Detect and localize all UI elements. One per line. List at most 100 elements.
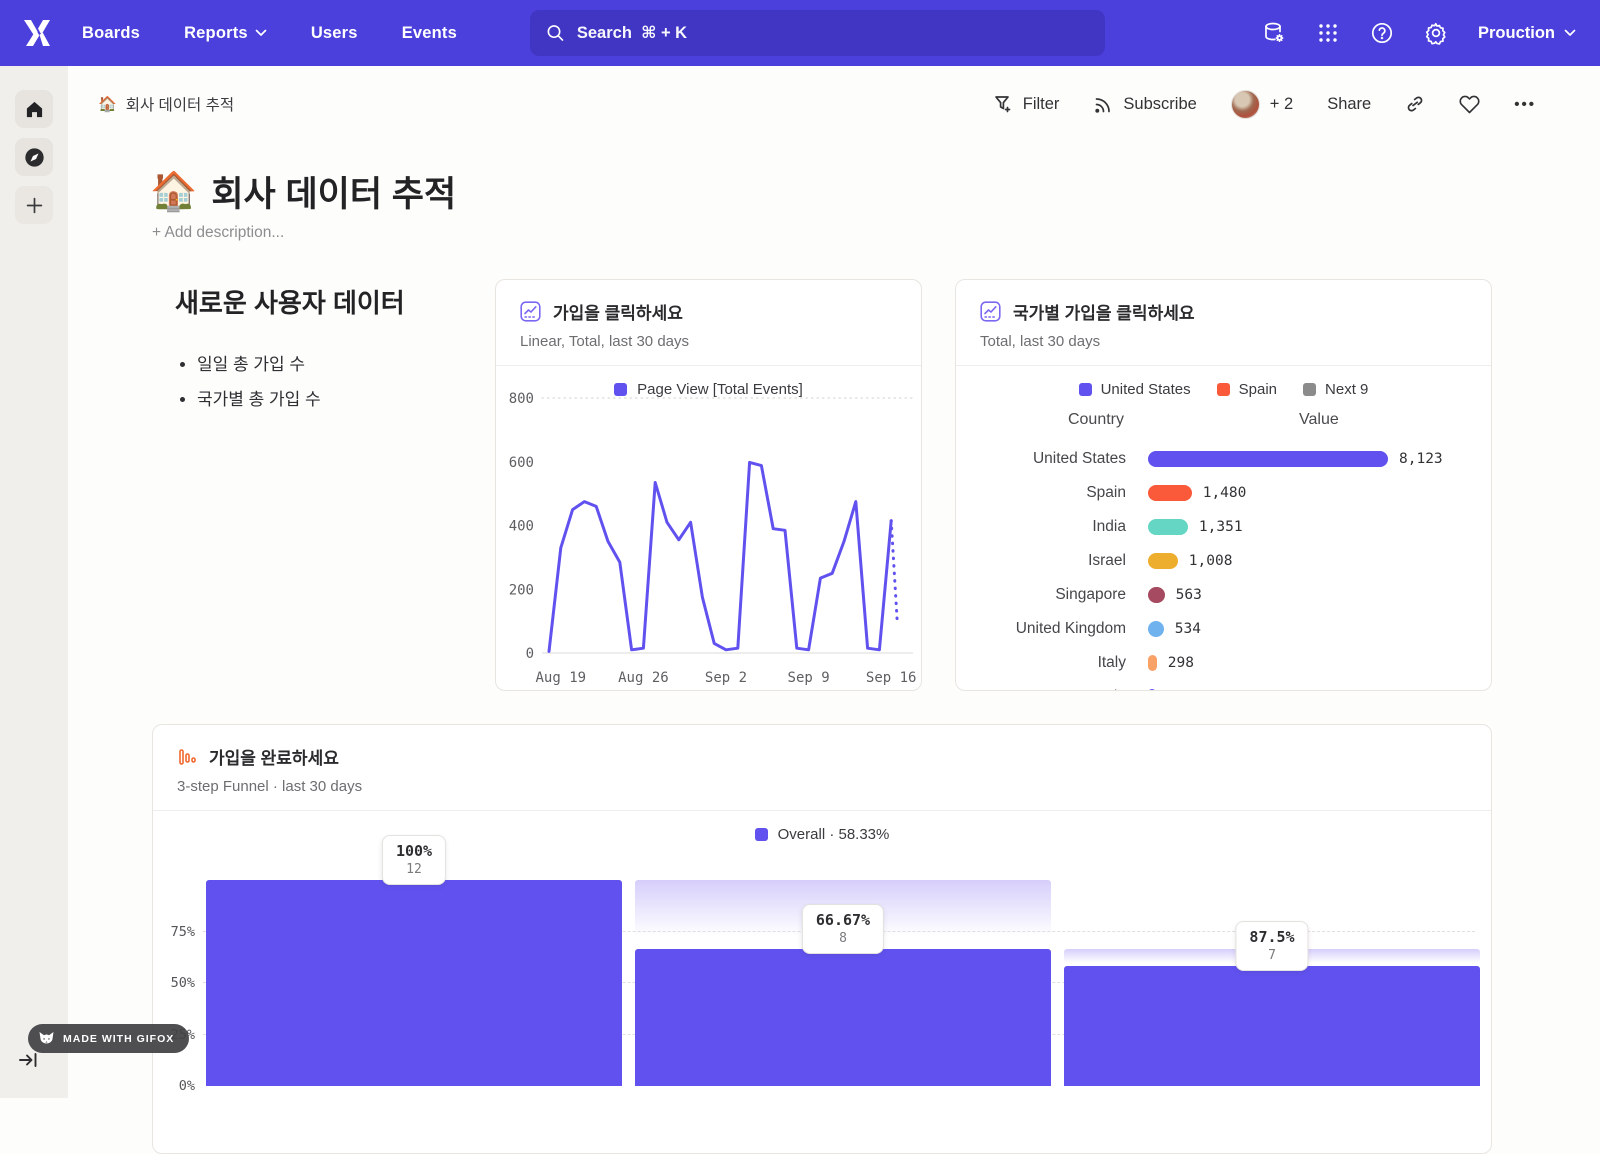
- home-button[interactable]: [15, 90, 53, 128]
- nav-item-users[interactable]: Users: [311, 24, 358, 43]
- column-header-value: Value: [1299, 411, 1339, 428]
- nav-item-boards[interactable]: Boards: [82, 24, 140, 43]
- line-chart-icon: [980, 301, 1001, 322]
- legend-item[interactable]: United States: [1078, 381, 1191, 398]
- funnel-step-label: 100% 12: [381, 835, 447, 885]
- country-bar: [1148, 655, 1157, 671]
- more-options-button[interactable]: •••: [1514, 95, 1536, 113]
- legend-label: Spain: [1238, 381, 1278, 398]
- add-description-button[interactable]: + Add description...: [152, 224, 285, 241]
- card-header: 국가별 가입을 클릭하세요 Total, last 30 days: [956, 280, 1491, 366]
- card-subtitle: 3-step Funnel · last 30 days: [177, 778, 363, 795]
- subscribe-button[interactable]: Subscribe: [1093, 94, 1197, 114]
- nav-item-label: Events: [401, 23, 457, 42]
- table-row[interactable]: Canada: [956, 680, 1491, 690]
- table-row[interactable]: Singapore 563: [956, 578, 1491, 612]
- collaborators[interactable]: + 2: [1230, 89, 1294, 119]
- avatar: [1230, 89, 1260, 119]
- nav-item-reports[interactable]: Reports: [184, 24, 267, 43]
- funnel-step-bar[interactable]: [206, 880, 622, 1086]
- table-row[interactable]: United Kingdom 534: [956, 612, 1491, 646]
- funnel-step-bar[interactable]: [635, 880, 1051, 1086]
- country-bar-chart-card[interactable]: 국가별 가입을 클릭하세요 Total, last 30 days United…: [955, 279, 1492, 691]
- breadcrumb[interactable]: 🏠 회사 데이터 추적: [98, 93, 234, 115]
- country-value: 1,480: [1202, 485, 1247, 501]
- nav-item-label: Users: [310, 23, 358, 42]
- copy-link-icon[interactable]: [1405, 94, 1425, 114]
- table-row[interactable]: Italy 298: [956, 646, 1491, 680]
- discover-button[interactable]: [15, 138, 53, 176]
- data-management-icon[interactable]: [1262, 21, 1286, 45]
- table-row[interactable]: Spain 1,480: [956, 476, 1491, 510]
- badge-label: MADE WITH GIFOX: [63, 1032, 175, 1045]
- help-icon[interactable]: [1370, 21, 1394, 45]
- text-card-bullet-list: 일일 총 가입 수국가별 총 가입 수: [197, 350, 475, 410]
- legend-item[interactable]: Next 9: [1303, 381, 1368, 398]
- svg-text:200: 200: [509, 582, 534, 598]
- legend-swatch: [1216, 383, 1230, 396]
- board-actions: Filter Subscribe + 2 Share •••: [993, 89, 1536, 119]
- svg-text:Aug 19: Aug 19: [536, 670, 587, 686]
- line-chart-icon: [520, 301, 541, 322]
- legend-item[interactable]: Spain: [1216, 381, 1278, 398]
- funnel-step-count: 8: [839, 930, 847, 946]
- line-chart-plot[interactable]: 0 200 400 600 800 Aug 19 Aug 26 Sep 2 Sep 9 Sep 1…: [496, 388, 923, 690]
- funnel-conversion-percent: 87.5%: [1249, 927, 1295, 946]
- country-value: 534: [1174, 621, 1201, 637]
- top-nav-bar: Boards Reports Users Events Prouction: [0, 0, 1600, 66]
- country-label: Spain: [1086, 484, 1126, 501]
- favorite-heart-icon[interactable]: [1459, 94, 1480, 114]
- apps-grid-icon[interactable]: [1316, 21, 1340, 45]
- mixpanel-logo-icon[interactable]: [20, 18, 54, 48]
- made-with-gifox-badge[interactable]: MADE WITH GIFOX: [28, 1024, 190, 1053]
- line-chart-card[interactable]: 가입을 클릭하세요 Linear, Total, last 30 days Pa…: [495, 279, 922, 691]
- collaborators-overflow-count: + 2: [1269, 94, 1294, 113]
- country-bar: [1148, 587, 1165, 603]
- legend-swatch: [754, 828, 768, 841]
- chevron-down-icon: [255, 29, 267, 36]
- svg-text:Sep 16: Sep 16: [866, 670, 917, 686]
- funnel-chart-card[interactable]: 가입을 완료하세요 3-step Funnel · last 30 days O…: [152, 724, 1492, 1154]
- board-emoji: 🏠: [98, 96, 117, 113]
- left-sidebar: [0, 66, 68, 1098]
- fox-icon: [39, 1032, 54, 1044]
- chart-legend: Page View [Total Events]: [496, 381, 921, 398]
- subscribe-label: Subscribe: [1123, 94, 1197, 113]
- legend-swatch: [614, 383, 628, 396]
- table-row[interactable]: United States 8,123: [956, 442, 1491, 476]
- table-row[interactable]: Israel 1,008: [956, 544, 1491, 578]
- legend-swatch: [1303, 383, 1317, 396]
- column-header-country: Country: [1067, 411, 1124, 428]
- search-input[interactable]: [576, 23, 1089, 43]
- card-header: 가입을 완료하세요 3-step Funnel · last 30 days: [153, 725, 1491, 811]
- funnel-step-bar[interactable]: [1064, 880, 1480, 1086]
- country-bar: [1148, 451, 1388, 467]
- funnel-bars-icon: [179, 748, 196, 765]
- rss-icon: [1095, 98, 1111, 113]
- table-row[interactable]: India 1,351: [956, 510, 1491, 544]
- create-new-button[interactable]: [15, 186, 53, 224]
- country-value: 8,123: [1399, 451, 1443, 467]
- card-title: 가입을 완료하세요: [209, 749, 339, 768]
- project-selector[interactable]: Prouction: [1478, 24, 1576, 43]
- country-bar-rows: United States 8,123 Spain 1,480 India 1,351 Is…: [956, 442, 1491, 690]
- collapse-sidebar-icon[interactable]: [18, 1050, 40, 1070]
- home-icon: [26, 101, 42, 117]
- gear-icon[interactable]: [1424, 21, 1448, 45]
- filter-button[interactable]: Filter: [993, 94, 1060, 114]
- share-button[interactable]: Share: [1327, 95, 1371, 114]
- card-title: 국가별 가입을 클릭하세요: [1013, 304, 1195, 323]
- filter-label: Filter: [1022, 94, 1060, 113]
- funnel-step-label: 87.5% 7: [1235, 920, 1309, 971]
- global-search[interactable]: [530, 10, 1105, 56]
- chart-legend: United States Spain Next 9: [956, 381, 1491, 398]
- country-bar: [1148, 689, 1156, 690]
- nav-item-events[interactable]: Events: [402, 24, 457, 43]
- card-header: 가입을 클릭하세요 Linear, Total, last 30 days: [496, 280, 921, 366]
- y-axis-tick-label: 50%: [170, 975, 195, 991]
- country-value: 563: [1175, 587, 1202, 603]
- page-title-text: 회사 데이터 추적: [211, 175, 457, 214]
- card-subtitle: Linear, Total, last 30 days: [520, 333, 689, 350]
- page-title: 🏠 회사 데이터 추적: [150, 166, 456, 217]
